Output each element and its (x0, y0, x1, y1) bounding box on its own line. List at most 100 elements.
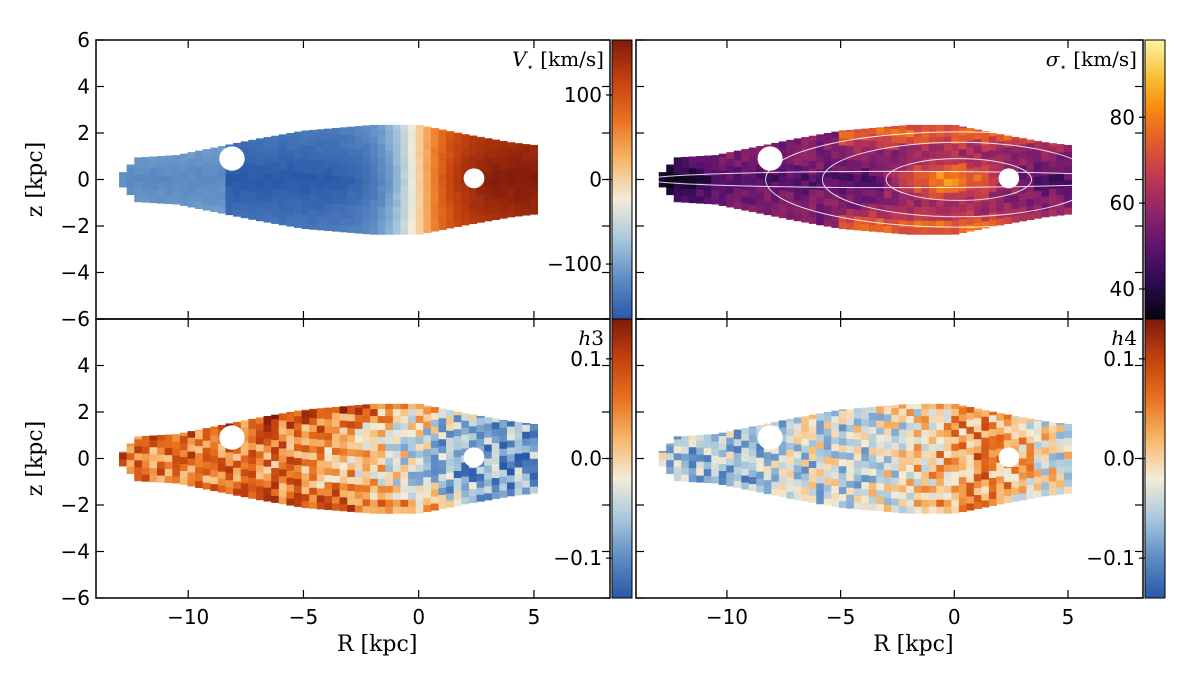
heatmap-cell (347, 218, 356, 226)
heatmap-cell (438, 173, 447, 182)
heatmap-cell (936, 164, 945, 172)
heatmap-cell (415, 220, 424, 228)
heatmap-cell (370, 157, 379, 165)
heatmap-cell (883, 169, 892, 178)
heatmap-cell (906, 471, 915, 479)
heatmap-cell (453, 177, 462, 186)
heatmap-cell (981, 471, 990, 480)
heatmap-cell (484, 417, 493, 424)
heatmap-cell (711, 189, 720, 198)
heatmap-cell (771, 453, 780, 461)
heatmap-cell (271, 202, 280, 210)
heatmap-cell (446, 444, 455, 452)
mask-circle (219, 146, 245, 171)
heatmap-cell (271, 146, 280, 155)
heatmap-cell (1026, 418, 1035, 423)
heatmap-cell (461, 461, 470, 470)
heatmap-cell (271, 439, 280, 448)
heatmap-cell (846, 129, 855, 133)
heatmap-cell (438, 431, 447, 440)
heatmap-cell (491, 449, 500, 458)
heatmap-cell (195, 201, 204, 209)
heatmap-cell (354, 470, 364, 478)
heatmap-cell (853, 139, 862, 147)
heatmap-cell (1033, 141, 1042, 149)
heatmap-cell (377, 422, 386, 431)
heatmap-cell (891, 449, 900, 457)
heatmap-cell (347, 406, 356, 415)
heatmap-cell (522, 445, 531, 453)
heatmap-cell (370, 443, 379, 451)
heatmap-cell (506, 195, 516, 204)
heatmap-cell (141, 474, 151, 482)
heatmap-cell (408, 129, 417, 138)
heatmap-cell (1011, 152, 1020, 160)
heatmap-cell (149, 181, 158, 190)
heatmap-cell (278, 475, 287, 484)
heatmap-cell (370, 178, 379, 186)
heatmap-cell (1018, 171, 1027, 180)
heatmap-cell (392, 415, 402, 424)
heatmap-cell (453, 428, 462, 437)
heatmap-cell (816, 210, 825, 219)
heatmap-cell (164, 440, 173, 449)
heatmap-cell (461, 496, 470, 505)
heatmap-cell (1048, 201, 1057, 210)
heatmap-cell (499, 469, 508, 477)
heatmap-cell (347, 204, 356, 212)
heatmap-cell (461, 203, 470, 212)
heatmap-cell (951, 178, 960, 186)
heatmap-cell (966, 482, 975, 490)
heatmap-cell (301, 465, 310, 474)
heatmap-cell (958, 448, 967, 457)
heatmap-cell (423, 197, 432, 206)
y-tick-label: −6 (61, 307, 90, 331)
heatmap-cell (240, 154, 249, 163)
heatmap-cell (324, 174, 333, 183)
heatmap-cell (225, 423, 234, 425)
heatmap-cell (172, 196, 181, 205)
heatmap-cell (951, 499, 960, 507)
heatmap-cell (778, 433, 787, 442)
heatmap-cell (861, 453, 870, 462)
heatmap-cell (1003, 216, 1012, 225)
heatmap-cell (898, 505, 907, 514)
heatmap-cell (301, 409, 310, 418)
heatmap-cell (1026, 456, 1035, 465)
heatmap-cell (149, 446, 158, 455)
heatmap-cell (996, 496, 1005, 505)
heatmap-cell (362, 449, 371, 458)
heatmap-cell (958, 225, 967, 234)
colorbar-tick-label: 0.0 (1103, 447, 1135, 471)
heatmap-cell (988, 212, 997, 220)
heatmap-cell (906, 408, 915, 417)
heatmap-cell (430, 495, 440, 504)
heatmap-cell (748, 469, 757, 478)
heatmap-cell (164, 434, 173, 442)
heatmap-cell (195, 473, 204, 482)
heatmap-cell (816, 140, 825, 149)
heatmap-cell (400, 499, 409, 507)
heatmap-cell (831, 136, 840, 145)
heatmap-cell (529, 200, 538, 208)
heatmap-cell (801, 137, 810, 139)
heatmap-cell (913, 450, 922, 458)
heatmap-cell (681, 439, 690, 447)
heatmap-cell (853, 445, 862, 454)
heatmap-cell (801, 187, 810, 195)
heatmap-cell (316, 418, 326, 426)
heatmap-cell (928, 499, 937, 507)
heatmap-cell (202, 461, 211, 469)
heatmap-cell (921, 164, 930, 172)
heatmap-cell (771, 188, 780, 196)
heatmap-cell (928, 206, 937, 214)
heatmap-cell (377, 164, 386, 172)
heatmap-cell (385, 164, 394, 172)
heatmap-cell (1056, 194, 1065, 202)
heatmap-cell (823, 170, 832, 178)
heatmap-cell (461, 420, 470, 428)
heatmap-cell (157, 447, 166, 455)
heatmap-cell (377, 450, 386, 458)
heatmap-cell (733, 480, 742, 488)
heatmap-cell (461, 182, 470, 191)
